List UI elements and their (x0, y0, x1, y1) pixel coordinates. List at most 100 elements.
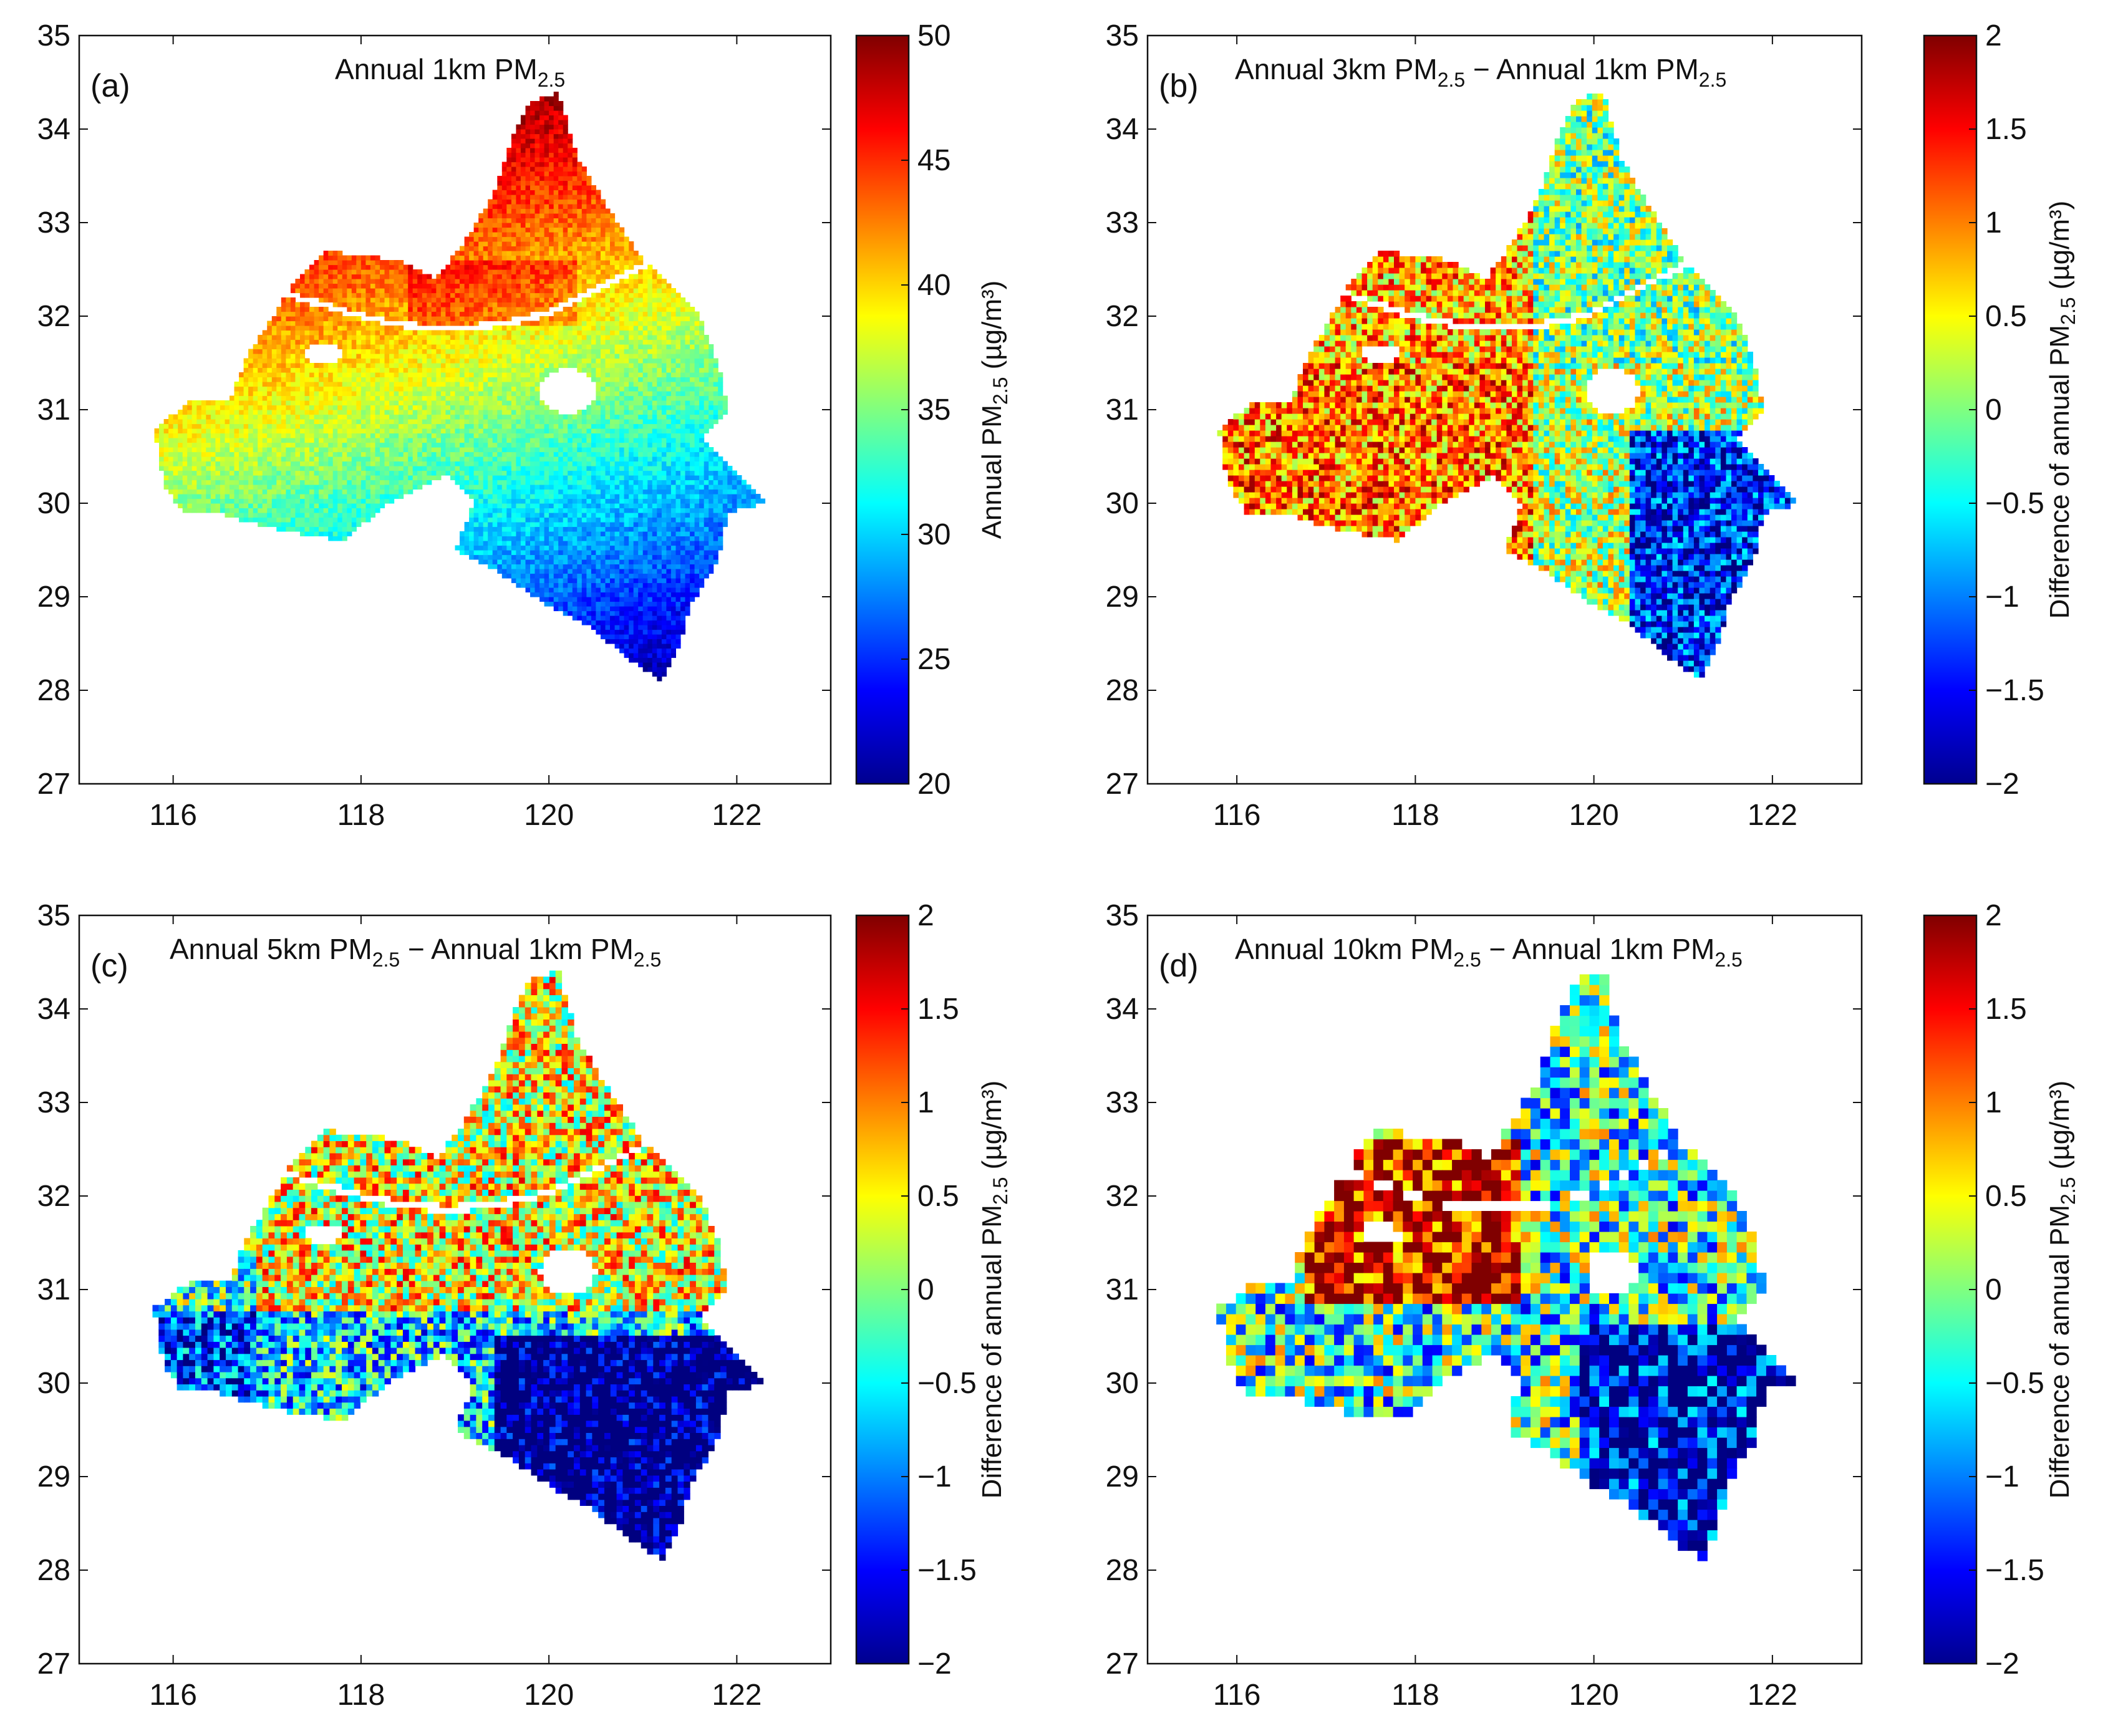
heat-cell (191, 508, 197, 513)
heat-cell (558, 241, 564, 247)
heat-cell (525, 292, 531, 298)
heat-cell (365, 354, 371, 359)
heat-cell (399, 447, 404, 453)
heat-cell (553, 96, 559, 102)
heat-cell (553, 171, 559, 176)
heat-cell (399, 302, 404, 307)
heat-cell (309, 508, 315, 513)
heat-cell (220, 494, 225, 499)
heat-cell (276, 326, 282, 331)
heat-cell (370, 307, 375, 312)
heat-cell (488, 410, 493, 415)
heat-cell (563, 264, 568, 270)
heat-cell (525, 199, 531, 205)
heat-cell (206, 461, 211, 466)
heat-cell (544, 597, 549, 602)
heat-cell (173, 466, 178, 471)
heat-cell (206, 508, 211, 513)
heat-cell (337, 255, 343, 261)
heat-cell (230, 461, 235, 466)
heat-cell (511, 494, 516, 499)
heat-cell (520, 451, 526, 457)
heat-cell (267, 326, 273, 331)
heat-cell (478, 433, 484, 438)
heat-cell (469, 288, 475, 294)
heat-cell (520, 517, 526, 523)
heat-cell (534, 564, 540, 569)
heat-cell (408, 288, 413, 294)
heat-cell (572, 578, 578, 584)
heat-cell (309, 442, 315, 448)
heat-cell (300, 526, 306, 532)
heat-cell (356, 498, 362, 504)
heat-cell (210, 428, 216, 434)
heat-cell (300, 423, 306, 429)
heat-cell (168, 419, 174, 425)
heat-cell (544, 283, 549, 289)
heat-cell (473, 550, 479, 556)
heat-cell (530, 204, 536, 210)
heat-cell (220, 414, 225, 420)
heat-cell (549, 129, 554, 135)
heat-cell (351, 498, 357, 504)
heat-cell (286, 498, 291, 504)
heat-cell (375, 419, 380, 425)
heat-cell (220, 405, 225, 410)
heat-cell (549, 447, 554, 453)
heat-cell (497, 485, 503, 490)
heat-cell (267, 358, 273, 364)
heat-cell (577, 456, 583, 462)
heat-cell (520, 470, 526, 476)
heat-cell (553, 283, 559, 289)
heat-cell (544, 246, 549, 251)
heat-cell (309, 470, 315, 476)
heat-cell (483, 438, 488, 443)
heat-cell (230, 423, 235, 429)
heat-cell (553, 447, 559, 453)
heat-cell (544, 120, 549, 125)
heat-cell (516, 367, 521, 373)
heat-cell (253, 508, 258, 513)
heat-cell (520, 442, 526, 448)
heat-cell (375, 363, 380, 369)
heat-cell (492, 279, 498, 284)
heat-cell (417, 451, 423, 457)
heat-cell (492, 419, 498, 425)
heat-cell (309, 367, 315, 373)
heat-cell (501, 255, 507, 261)
heat-cell (351, 269, 357, 275)
heat-cell (370, 264, 375, 270)
heat-cell (563, 456, 568, 462)
heat-cell (337, 288, 343, 294)
heat-cell (488, 559, 493, 565)
heat-cell (234, 461, 239, 466)
heat-cell (455, 307, 460, 312)
heat-cell (342, 274, 347, 279)
heat-cell (258, 451, 263, 457)
heat-cell (220, 428, 225, 434)
heat-cell (258, 391, 263, 397)
heat-cell (342, 269, 347, 275)
heat-cell (360, 255, 366, 261)
heat-cell (271, 363, 277, 369)
heat-cell (450, 419, 456, 425)
heat-cell (450, 255, 456, 261)
heat-cell (577, 447, 583, 453)
heat-cell (323, 428, 329, 434)
heat-cell (230, 475, 235, 481)
heat-cell (511, 232, 516, 238)
heat-cell (356, 335, 362, 340)
heat-cell (511, 335, 516, 340)
heat-cell (455, 461, 460, 466)
heat-cell (356, 428, 362, 434)
heat-cell (243, 382, 249, 387)
heat-cell (530, 199, 536, 205)
heat-cell (300, 391, 306, 397)
heat-cell (460, 423, 465, 429)
heat-cell (511, 166, 516, 172)
heat-cell (478, 335, 484, 340)
heat-cell (572, 615, 578, 621)
heat-cell (337, 279, 343, 284)
heat-cell (328, 283, 334, 289)
heat-cell (534, 485, 540, 490)
